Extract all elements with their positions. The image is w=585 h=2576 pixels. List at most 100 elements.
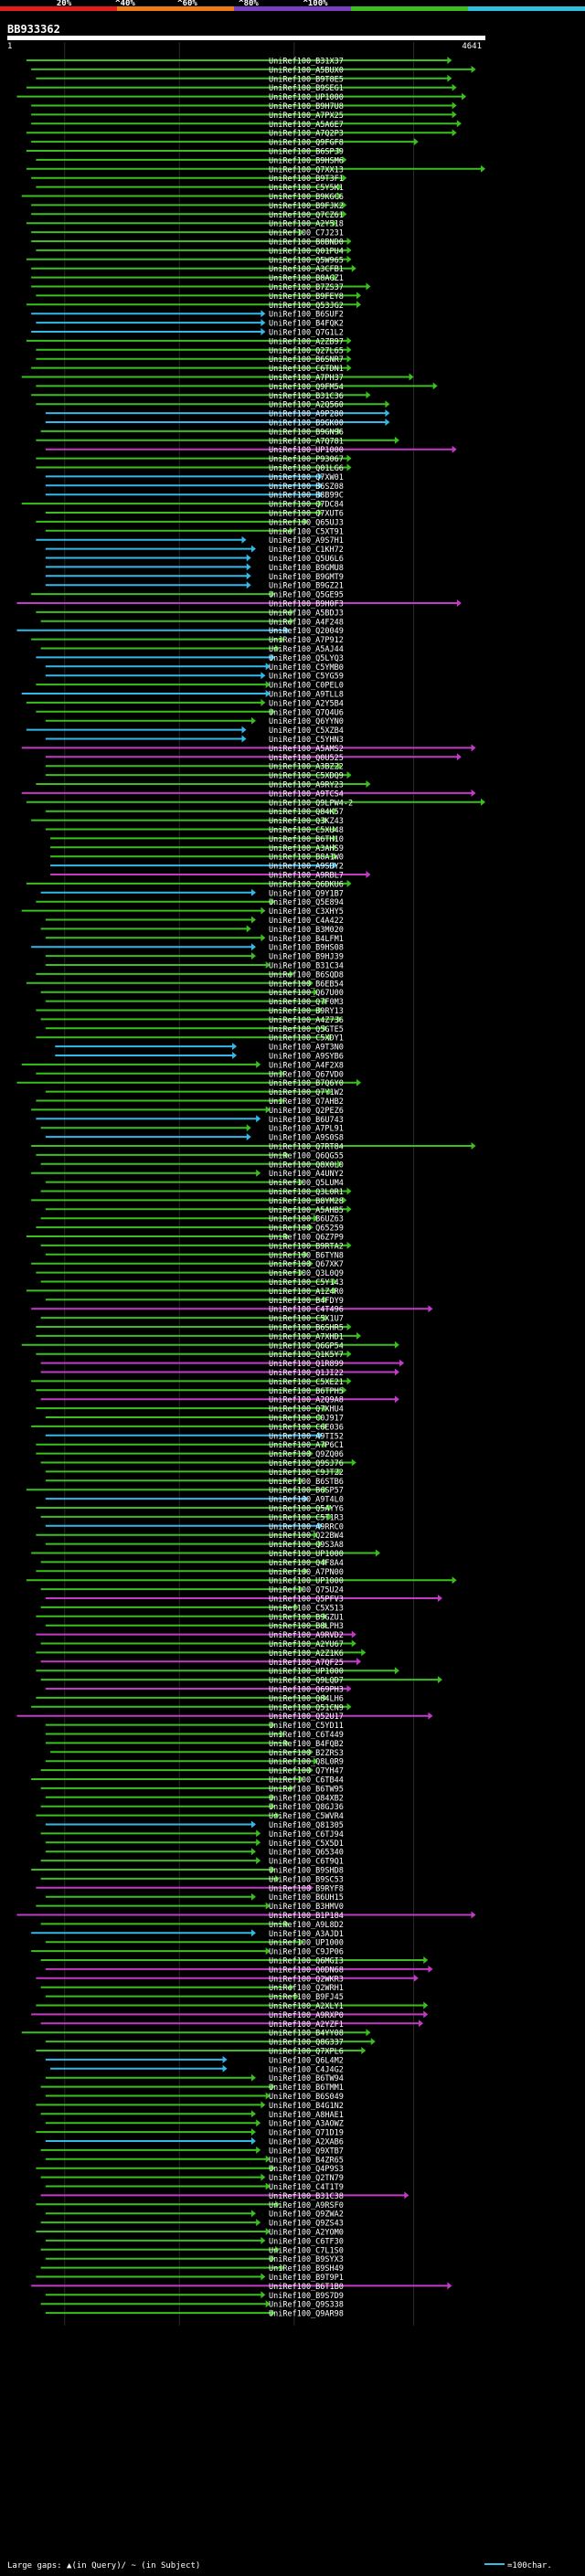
hit-label[interactable]: UniRef100_Q84K57 (269, 808, 344, 817)
hit-label[interactable]: UniRef100_Q7XW01 (269, 473, 344, 482)
hit-label[interactable]: UniRef100_Q9SJ76 (269, 1459, 344, 1468)
hit-label[interactable]: UniRef100_Q7AHB2 (269, 1097, 344, 1107)
hit-label[interactable]: UniRef100_Q5W965 (269, 256, 344, 265)
hit-label[interactable]: UniRef100_A2YU67 (269, 1640, 344, 1649)
hit-label[interactable]: UniRef100_Q7F0M3 (269, 998, 344, 1007)
hit-label[interactable]: UniRef100_B6SPJ9 (269, 148, 344, 157)
hit-label[interactable]: UniRef100_Q01PU4 (269, 247, 344, 256)
hit-label[interactable]: UniRef100_C7J231 (269, 229, 344, 239)
hit-label[interactable]: UniRef100_B9H7U8 (269, 102, 344, 111)
hit-label[interactable]: UniRef100_C9JP06 (269, 1948, 344, 1957)
hit-label[interactable]: UniRef100_A2YOM0 (269, 2229, 344, 2238)
hit-label[interactable]: UniRef100_B9SEG1 (269, 84, 344, 93)
hit-label[interactable]: UniRef100_Q7RT84 (269, 1143, 344, 1152)
hit-label[interactable]: UniRef100_C5YG59 (269, 673, 344, 682)
hit-label[interactable]: UniRef100_C4J4G2 (269, 2065, 344, 2074)
hit-label[interactable]: UniRef100_Q6GP54 (269, 1341, 344, 1351)
hit-label[interactable]: UniRef100_Q5GE95 (269, 591, 344, 600)
hit-label[interactable]: UniRef100_B9SC53 (269, 1875, 344, 1884)
hit-label[interactable]: UniRef100_C5XDQ9 (269, 772, 344, 781)
hit-label[interactable]: UniRef100_B8A1W0 (269, 853, 344, 863)
hit-label[interactable]: UniRef100_B4FDY9 (269, 1297, 344, 1306)
hit-label[interactable]: UniRef100_Q6MGI3 (269, 1957, 344, 1966)
hit-label[interactable]: UniRef100_Q71D19 (269, 2129, 344, 2138)
hit-label[interactable]: UniRef100_B2ZRS3 (269, 1749, 344, 1758)
hit-label[interactable]: UniRef100_A9SYB6 (269, 1053, 344, 1062)
hit-label[interactable]: UniRef100_Q7Y1W2 (269, 1088, 344, 1097)
hit-label[interactable]: UniRef100_P93067 (269, 455, 344, 464)
hit-label[interactable]: UniRef100_B3M020 (269, 926, 344, 935)
hit-label[interactable]: UniRef100_Q9FGF8 (269, 139, 344, 148)
hit-label[interactable]: UniRef100_Q2PEZ6 (269, 1107, 344, 1116)
hit-label[interactable]: UniRef100_Q3L0R1 (269, 1188, 344, 1197)
hit-label[interactable]: UniRef100_Q20049 (269, 627, 344, 636)
hit-label[interactable]: UniRef100_B9SYX3 (269, 2255, 344, 2264)
hit-label[interactable]: UniRef100_A3AHS9 (269, 844, 344, 853)
hit-label[interactable]: UniRef100_Q65340 (269, 1849, 344, 1858)
hit-label[interactable]: UniRef100_B6TPH5 (269, 1387, 344, 1396)
hit-label[interactable]: UniRef100_A5BDJ3 (269, 609, 344, 618)
hit-label[interactable]: UniRef100_Q67VD0 (269, 1070, 344, 1079)
hit-label[interactable]: UniRef100_A7Q2P3 (269, 130, 344, 139)
hit-label[interactable]: UniRef100_B9HJ39 (269, 953, 344, 962)
hit-label[interactable]: UniRef100_B9T3F1 (269, 175, 344, 184)
hit-label[interactable]: UniRef100_A2Q9A8 (269, 1396, 344, 1405)
hit-label[interactable]: UniRef100_Q2WKR3 (269, 1975, 344, 1984)
hit-label[interactable]: UniRef100_C5Y5K1 (269, 184, 344, 193)
hit-label[interactable]: UniRef100_Q67U00 (269, 989, 344, 998)
hit-label[interactable]: UniRef100_C5XDY1 (269, 1034, 344, 1044)
hit-label[interactable]: UniRef100_Q4P9S3 (269, 2165, 344, 2174)
hit-label[interactable]: UniRef100_A9TLL8 (269, 691, 344, 700)
hit-label[interactable]: UniRef100_B9GZ21 (269, 582, 344, 591)
hit-label[interactable]: UniRef100_B9S7D9 (269, 2292, 344, 2301)
hit-label[interactable]: UniRef100_A9T3N0 (269, 1044, 344, 1053)
hit-label[interactable]: UniRef100_Q69PH3 (269, 1686, 344, 1695)
hit-label[interactable]: UniRef100_A9L8D2 (269, 1921, 344, 1930)
hit-label[interactable]: UniRef100_C5Y143 (269, 1278, 344, 1288)
hit-label[interactable]: UniRef100_Q6Z7P9 (269, 1234, 344, 1243)
hit-label[interactable]: UniRef100_C5YD11 (269, 1722, 344, 1731)
hit-label[interactable]: UniRef100_Q7CZ61 (269, 211, 344, 220)
hit-label[interactable]: UniRef100_B9GK00 (269, 419, 344, 429)
hit-label[interactable]: UniRef100_A9RSF0 (269, 2201, 344, 2210)
hit-label[interactable]: UniRef100_C5XE21 (269, 1378, 344, 1387)
hit-label[interactable]: UniRef100_B9GMU8 (269, 564, 344, 573)
hit-label[interactable]: UniRef100_A9TI52 (269, 1432, 344, 1441)
hit-label[interactable]: UniRef100_B31C34 (269, 962, 344, 971)
hit-label[interactable]: UniRef100_B6UZ63 (269, 1215, 344, 1224)
hit-label[interactable]: UniRef100_C5T1R3 (269, 1513, 344, 1522)
hit-label[interactable]: UniRef100_Q4F8A4 (269, 1559, 344, 1568)
hit-label[interactable]: UniRef100_A7PH37 (269, 374, 344, 383)
hit-label[interactable]: UniRef100_B6TYN8 (269, 1251, 344, 1260)
hit-label[interactable]: UniRef100_B6SQD8 (269, 970, 344, 980)
hit-label[interactable]: UniRef100_Q9AR98 (269, 2310, 344, 2319)
hit-label[interactable]: UniRef100_Q0U525 (269, 754, 344, 763)
hit-label[interactable]: UniRef100_A3AOWZ (269, 2120, 344, 2129)
hit-label[interactable]: UniRef100_C5X5D1 (269, 1839, 344, 1849)
hit-label[interactable]: UniRef100_A9TCS4 (269, 790, 344, 799)
hit-label[interactable]: UniRef100_A5AJ44 (269, 645, 344, 654)
hit-label[interactable]: UniRef100_B4G1N2 (269, 2102, 344, 2111)
hit-label[interactable]: UniRef100_Q2WRH1 (269, 1984, 344, 1993)
hit-label[interactable]: UniRef100_Q9Y1B7 (269, 889, 344, 898)
hit-label[interactable]: UniRef100_A9S0S8 (269, 1134, 344, 1143)
hit-label[interactable]: UniRef100_Q7XX13 (269, 165, 344, 175)
hit-label[interactable]: UniRef100_A4F2X8 (269, 1061, 344, 1070)
hit-label[interactable]: UniRef100_C5XU48 (269, 826, 344, 835)
hit-label[interactable]: UniRef100_A9RVD2 (269, 1631, 344, 1640)
hit-label[interactable]: UniRef100_Q9XTB7 (269, 2147, 344, 2156)
hit-label[interactable]: UniRef100_Q8GJ36 (269, 1803, 344, 1812)
hit-label[interactable]: UniRef100_B7Q6Y0 (269, 1079, 344, 1088)
hit-label[interactable]: UniRef100_UP1000 (269, 446, 344, 455)
hit-label[interactable]: UniRef100_Q9S338 (269, 2301, 344, 2310)
hit-label[interactable]: UniRef100_C5X513 (269, 1604, 344, 1613)
hit-label[interactable]: UniRef100_A5A6E7 (269, 121, 344, 130)
hit-label[interactable]: UniRef100_A3BZ22 (269, 763, 344, 772)
hit-label[interactable]: UniRef100_B4ZR65 (269, 2156, 344, 2165)
hit-label[interactable]: UniRef100_B6SNR7 (269, 355, 344, 365)
hit-label[interactable]: UniRef100_A4UNY2 (269, 1170, 344, 1179)
hit-label[interactable]: UniRef100_B8LPH3 (269, 1622, 344, 1631)
hit-label[interactable]: UniRef100_B3HMV0 (269, 1903, 344, 1912)
hit-label[interactable]: UniRef100_Q9ZWA2 (269, 2210, 344, 2220)
hit-label[interactable]: UniRef100_C6TDN1 (269, 365, 344, 374)
